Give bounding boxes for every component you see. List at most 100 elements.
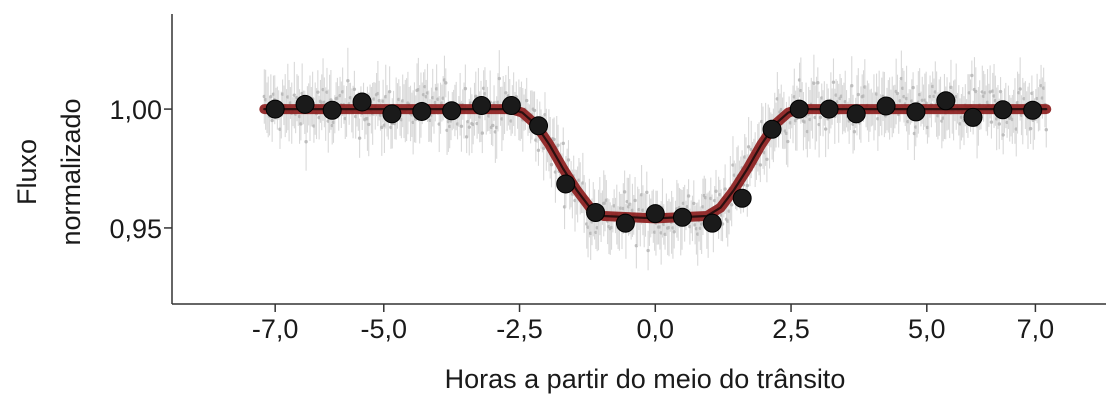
raw-data-point (970, 60, 974, 91)
raw-data-point (304, 112, 308, 171)
binned-point (846, 104, 866, 124)
raw-marker (367, 122, 371, 127)
raw-marker (346, 79, 350, 83)
raw-data-point (786, 115, 790, 168)
raw-data-point (1001, 115, 1005, 155)
raw-marker (852, 130, 857, 134)
raw-data-point (357, 118, 362, 158)
raw-marker (646, 248, 650, 253)
raw-marker (714, 189, 718, 193)
raw-marker (998, 89, 1003, 94)
raw-marker (1044, 127, 1048, 132)
raw-marker (723, 187, 727, 191)
raw-marker (746, 145, 751, 149)
raw-marker (552, 137, 556, 142)
raw-marker (686, 194, 691, 198)
raw-marker (765, 157, 769, 162)
raw-marker (970, 73, 974, 78)
raw-marker (504, 91, 508, 95)
binned-point (352, 92, 372, 112)
binned-point (529, 116, 549, 136)
raw-marker (850, 84, 854, 88)
y-axis-title-line-2: normalizado (56, 98, 86, 245)
raw-data-point (812, 54, 816, 112)
raw-marker (463, 86, 468, 91)
binned-point (762, 119, 782, 139)
binned-point (732, 188, 752, 208)
raw-marker (911, 85, 915, 90)
binned-point (819, 99, 839, 119)
raw-marker (270, 118, 274, 123)
binned-point (382, 104, 402, 124)
raw-marker (786, 139, 790, 144)
raw-marker (304, 140, 308, 144)
raw-marker (491, 123, 495, 128)
y-axis-title-line-1: Fluxo (12, 139, 42, 205)
binned-point (936, 91, 956, 111)
raw-marker (831, 80, 836, 84)
raw-marker (387, 89, 392, 94)
raw-marker (924, 101, 928, 105)
raw-marker (729, 203, 734, 207)
binned-point (501, 96, 521, 116)
raw-data-point (622, 170, 627, 214)
raw-data-point (480, 113, 485, 154)
raw-marker (1028, 126, 1033, 131)
raw-marker (1018, 87, 1022, 91)
raw-marker (474, 94, 478, 98)
raw-data-point (911, 72, 915, 103)
binned-point (1023, 100, 1043, 120)
raw-data-point (561, 127, 565, 160)
binned-point (702, 213, 722, 233)
binned-point (615, 213, 635, 233)
raw-marker (329, 98, 333, 102)
x-tick-label: 7,0 (1017, 314, 1055, 344)
raw-marker (566, 158, 571, 162)
raw-data-point (831, 58, 836, 106)
binned-points-layer (265, 91, 1043, 233)
x-tick-label: 0,0 (637, 314, 675, 344)
raw-marker (692, 201, 696, 206)
raw-marker (269, 95, 273, 99)
raw-marker (536, 148, 541, 152)
raw-marker (989, 120, 994, 124)
binned-point (586, 202, 606, 222)
raw-marker (1001, 133, 1005, 137)
x-tick-label: 5,0 (908, 314, 946, 344)
raw-marker (497, 76, 501, 81)
x-tick-label: 2,5 (772, 314, 810, 344)
raw-marker (633, 198, 637, 203)
binned-point (993, 100, 1013, 120)
raw-marker (645, 190, 649, 195)
raw-marker (459, 124, 464, 128)
raw-marker (758, 163, 763, 167)
raw-marker (988, 90, 992, 94)
raw-marker (745, 183, 750, 188)
raw-marker (974, 89, 978, 94)
raw-data-point (686, 179, 691, 213)
raw-data-point (816, 67, 820, 99)
binned-point (645, 204, 665, 224)
binned-point (906, 102, 926, 122)
raw-marker (444, 81, 448, 85)
x-tick-label: -7,0 (252, 314, 299, 344)
raw-marker (556, 143, 560, 147)
x-tick-label: -2,5 (496, 314, 543, 344)
y-tick-label: 1,00 (109, 95, 162, 125)
raw-marker (895, 91, 900, 96)
binned-point (789, 99, 809, 119)
x-axis-title: Horas a partir do meio do trânsito (445, 364, 846, 394)
axes: -7,0 -5,0 -2,5 0,0 2,5 5,0 7,0 1,00 0,95 (109, 14, 1106, 344)
raw-marker (812, 81, 816, 85)
binned-point (412, 101, 432, 121)
raw-marker (818, 115, 823, 120)
raw-marker (549, 162, 554, 167)
binned-point (963, 107, 983, 127)
binned-point (472, 96, 492, 116)
raw-marker (816, 81, 820, 85)
binned-point (265, 99, 285, 119)
binned-point (295, 94, 315, 114)
raw-marker (357, 136, 362, 140)
raw-marker (525, 98, 529, 103)
